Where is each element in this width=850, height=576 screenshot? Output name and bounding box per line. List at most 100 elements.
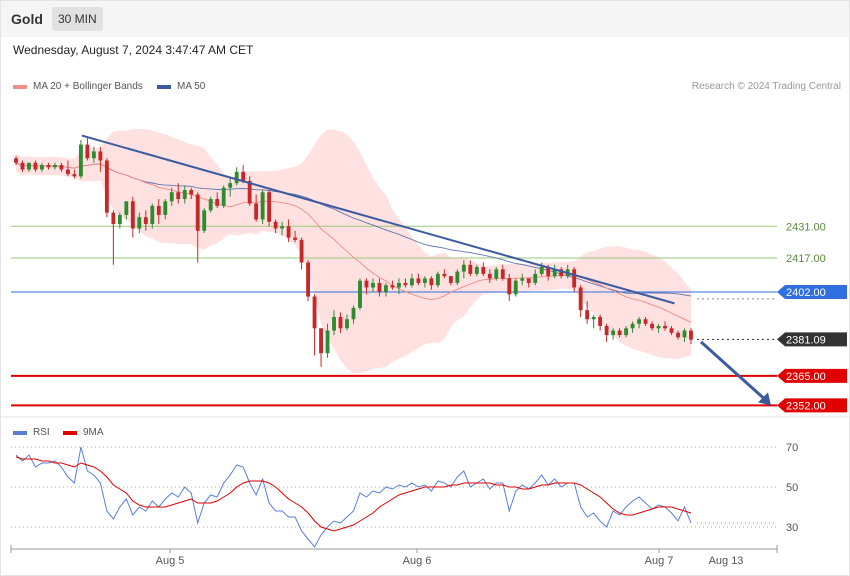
- timestamp-label: Wednesday, August 7, 2024 3:47:47 AM CET: [13, 43, 254, 57]
- candle-body: [169, 192, 174, 202]
- level-tag-bg-3: [777, 332, 847, 347]
- level-tag-bg-5: [777, 398, 847, 413]
- ma9-swatch: [63, 430, 77, 435]
- bollinger-band-area: [16, 128, 691, 374]
- candle-body: [124, 201, 129, 215]
- candle-body: [676, 332, 680, 338]
- candle-body: [461, 264, 466, 272]
- candle-body: [27, 162, 31, 170]
- level-label-0: 2431.00: [786, 221, 826, 233]
- level-tag-5: 2352.00: [777, 398, 847, 413]
- candle-body: [338, 316, 343, 329]
- candle-body: [656, 326, 661, 329]
- candle-body: [267, 192, 272, 222]
- candle-body: [422, 278, 427, 283]
- ma9-legend-label: 9MA: [83, 427, 104, 438]
- rsi-tick-label: 30: [786, 522, 798, 534]
- candle-body: [176, 192, 181, 200]
- candle-body: [215, 199, 220, 206]
- candle-body: [33, 162, 38, 170]
- candle-body: [397, 282, 401, 288]
- level-tag-4: 2365.00: [777, 368, 847, 383]
- level-label-5: 2352.00: [786, 400, 826, 412]
- ma50-swatch: [157, 84, 171, 89]
- candle-body: [78, 144, 83, 177]
- candle-body: [598, 316, 603, 327]
- candle-body: [40, 165, 44, 170]
- candle-body: [59, 165, 64, 170]
- candle-body: [156, 205, 161, 215]
- candle-body: [403, 282, 408, 286]
- ma20-swatch: [13, 84, 27, 89]
- candle-body: [637, 319, 642, 324]
- candle-body: [319, 328, 323, 354]
- level-label-3: 2381.09: [786, 334, 826, 346]
- candle-body: [202, 210, 207, 231]
- candle-body: [552, 269, 557, 277]
- candle-body: [85, 144, 90, 159]
- candle-body: [351, 307, 356, 320]
- candle-body: [189, 189, 194, 195]
- candle-body: [221, 187, 226, 206]
- candle-body: [325, 330, 330, 354]
- level-tag-1: 2417.00: [786, 253, 826, 265]
- level-tag-0: 2431.00: [786, 221, 826, 233]
- forecast-arrow-head: [758, 392, 771, 406]
- candle-body: [228, 183, 233, 188]
- candle-body: [293, 237, 298, 240]
- legend-ma50: MA 50: [157, 81, 205, 92]
- candle-body: [520, 278, 525, 281]
- candle-body: [617, 330, 622, 336]
- candle-body: [409, 278, 414, 286]
- level-label-2: 2402.00: [786, 287, 826, 299]
- x-tick-label: Aug 7: [645, 555, 674, 567]
- level-tag-3: 2381.09: [777, 332, 847, 347]
- candle-body: [247, 180, 252, 204]
- candle-body: [448, 276, 453, 283]
- candle-body: [312, 296, 317, 329]
- candle-body: [442, 273, 447, 277]
- candle-body: [98, 151, 103, 161]
- rsi-tick-label: 50: [786, 482, 798, 494]
- candle-body: [507, 278, 512, 295]
- candle-body: [474, 267, 479, 274]
- candle-body: [591, 316, 596, 320]
- level-tag-2: 2402.00: [777, 285, 847, 300]
- ma50-legend-label: MA 50: [177, 81, 206, 92]
- x-tick-label: Aug 5: [156, 555, 185, 567]
- candle-body: [435, 273, 440, 286]
- candle-body: [130, 201, 135, 229]
- candle-body: [364, 280, 369, 288]
- candle-body: [111, 212, 116, 224]
- candle-body: [429, 278, 434, 286]
- candle-body: [299, 239, 304, 263]
- candle-body: [150, 205, 155, 224]
- candle-body: [559, 269, 564, 277]
- candle-body: [384, 285, 388, 293]
- candle-body: [513, 280, 518, 295]
- candle-body: [643, 319, 648, 324]
- rsi-legend-label: RSI: [33, 427, 50, 438]
- candle-body: [182, 189, 187, 200]
- candle-body: [578, 287, 583, 311]
- candle-body: [663, 326, 667, 329]
- candle-body: [682, 330, 687, 338]
- candle-body: [546, 267, 551, 277]
- candle-body: [468, 264, 473, 274]
- level-tag-bg-2: [777, 285, 847, 300]
- candle-body: [91, 151, 96, 159]
- candle-body: [689, 330, 693, 340]
- x-tick-label: Aug 13: [709, 555, 744, 567]
- candle-body: [46, 165, 51, 168]
- rsi-ma9-line: [15, 456, 692, 532]
- candle-body: [526, 278, 531, 283]
- level-label-1: 2417.00: [786, 253, 826, 265]
- rsi-swatch: [13, 430, 27, 435]
- candle-body: [306, 262, 310, 297]
- timeframe-badge[interactable]: 30 MIN: [52, 7, 103, 31]
- candle-body: [572, 269, 577, 288]
- candle-body: [241, 171, 246, 181]
- candle-body: [604, 326, 609, 336]
